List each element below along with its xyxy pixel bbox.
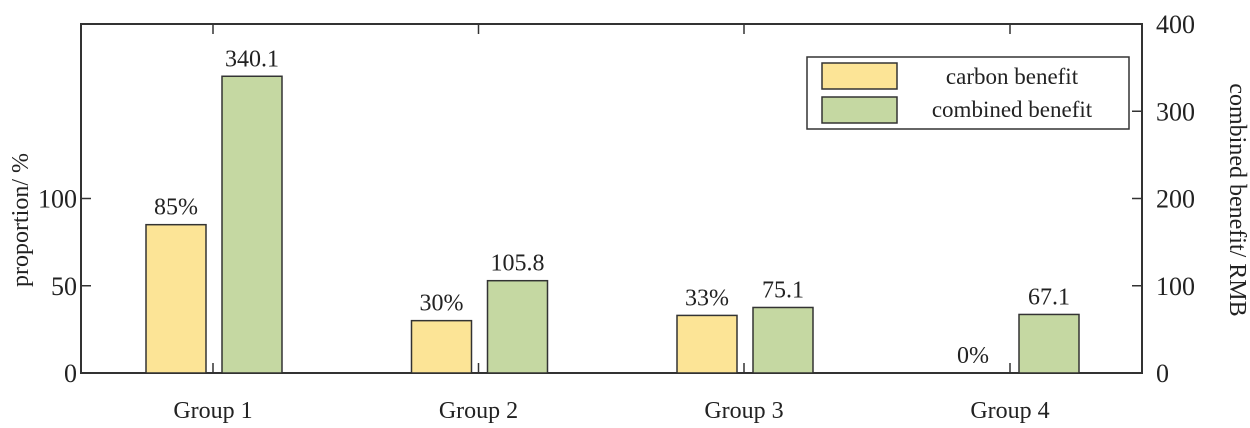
data-label: 67.1 bbox=[1028, 284, 1070, 310]
x-tick-label: Group 1 bbox=[173, 398, 252, 424]
x-tick-label: Group 4 bbox=[970, 398, 1049, 424]
data-label: 33% bbox=[685, 285, 729, 311]
bar-carbon bbox=[676, 314, 738, 374]
data-label: 85% bbox=[154, 195, 198, 221]
bar-carbon bbox=[410, 319, 473, 374]
bar-combined bbox=[752, 306, 814, 374]
x-tick-label: Group 3 bbox=[704, 398, 783, 424]
data-label: 0% bbox=[957, 343, 989, 369]
y-axis-label: proportion/ % bbox=[8, 153, 34, 287]
legend-swatch-carbon bbox=[821, 62, 898, 90]
x-tick-label: Group 2 bbox=[439, 398, 518, 424]
y-tick-label: 50 bbox=[51, 272, 77, 301]
legend: carbon benefit combined benefit bbox=[806, 56, 1130, 130]
y2-tick-label: 100 bbox=[1156, 272, 1195, 301]
y2-axis-label: combined benefit/ RMB bbox=[1224, 83, 1250, 316]
y2-tick-label: 200 bbox=[1156, 185, 1195, 214]
y-tick-label: 100 bbox=[38, 185, 77, 214]
y-tick-label: 0 bbox=[64, 359, 77, 388]
data-label: 340.1 bbox=[225, 46, 279, 72]
legend-swatch-combined bbox=[821, 96, 898, 124]
y2-tick-label: 400 bbox=[1156, 10, 1195, 39]
bar-carbon bbox=[145, 223, 207, 374]
bar-combined bbox=[1018, 313, 1080, 374]
y2-tick-label: 300 bbox=[1156, 97, 1195, 126]
bar-combined bbox=[221, 75, 283, 374]
y2-tick-label: 0 bbox=[1156, 359, 1169, 388]
legend-label-combined: combined benefit bbox=[932, 97, 1093, 122]
data-label: 105.8 bbox=[491, 251, 545, 277]
bar-combined bbox=[486, 279, 549, 374]
data-label: 30% bbox=[420, 291, 464, 317]
legend-label-carbon: carbon benefit bbox=[946, 64, 1079, 89]
data-label: 75.1 bbox=[762, 277, 804, 303]
